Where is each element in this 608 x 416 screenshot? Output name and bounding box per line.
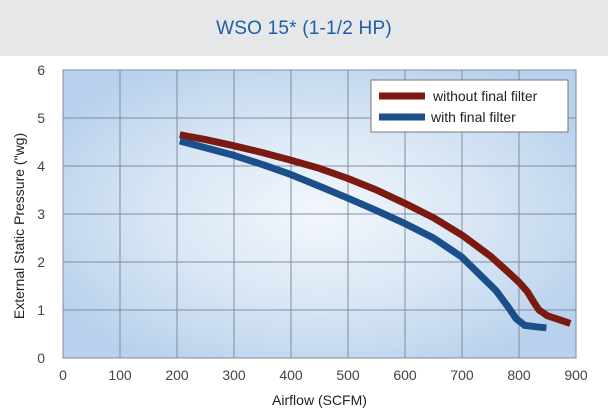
title-band bbox=[0, 0, 608, 56]
legend-label-without-final-filter: without final filter bbox=[432, 88, 538, 104]
x-tick-label: 800 bbox=[507, 367, 531, 383]
x-tick-label: 500 bbox=[336, 367, 360, 383]
tick-labels: 0 100 200 300 400 500 600 700 800 900 0 1 2 3 4 5 6 bbox=[37, 62, 588, 383]
y-tick-label: 6 bbox=[37, 62, 45, 78]
legend: without final filter with final filter bbox=[370, 79, 569, 133]
y-tick-label: 4 bbox=[37, 158, 45, 174]
chart-title: WSO 15* (1-1/2 HP) bbox=[216, 18, 392, 39]
y-tick-label: 1 bbox=[37, 302, 45, 318]
y-tick-label: 3 bbox=[37, 206, 45, 222]
series-line-with-final-filter bbox=[178, 137, 547, 332]
x-tick-label: 400 bbox=[279, 367, 303, 383]
series-line-without-final-filter bbox=[179, 131, 572, 327]
x-tick-label: 100 bbox=[108, 367, 132, 383]
x-tick-label: 700 bbox=[450, 367, 474, 383]
x-tick-label: 900 bbox=[564, 367, 588, 383]
y-tick-label: 2 bbox=[37, 254, 45, 270]
x-tick-label: 300 bbox=[222, 367, 246, 383]
y-tick-label: 5 bbox=[37, 110, 45, 126]
y-tick-label: 0 bbox=[37, 350, 45, 366]
grid-lines bbox=[62, 69, 577, 359]
x-tick-label: 200 bbox=[165, 367, 189, 383]
legend-label-with-final-filter: with final filter bbox=[430, 109, 516, 125]
series-lines bbox=[178, 131, 572, 332]
x-axis-label: Airflow (SCFM) bbox=[272, 392, 367, 408]
x-tick-label: 0 bbox=[59, 367, 67, 383]
x-tick-label: 600 bbox=[393, 367, 417, 383]
legend-box bbox=[370, 79, 569, 133]
y-axis-label: External Static Pressure ("wg) bbox=[11, 133, 27, 319]
